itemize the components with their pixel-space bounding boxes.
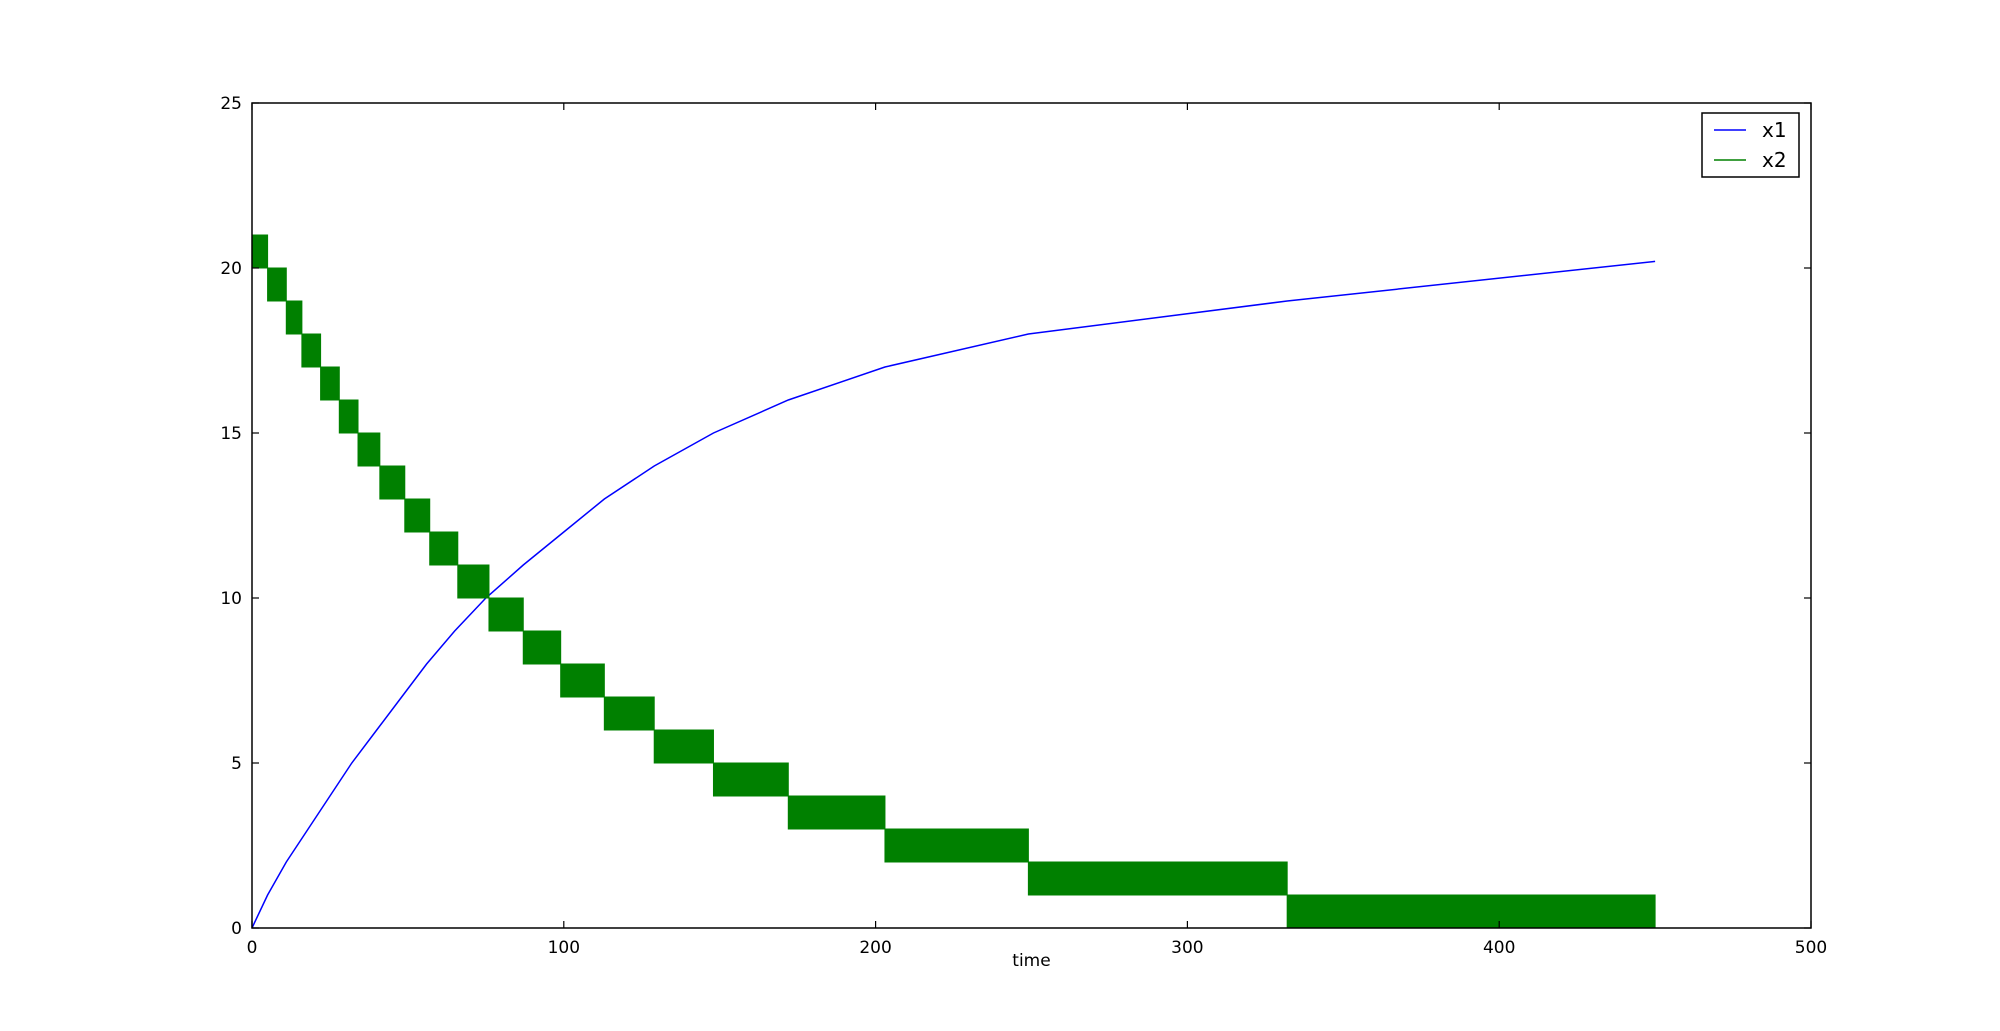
x2-step-segment [787,795,886,830]
x2-step-segment [603,696,655,731]
x2-step-segment [301,333,322,368]
x2-step-segment [488,597,524,632]
plot-frame [251,102,1812,929]
x2-step-segment [1286,894,1656,929]
y-tick-label: 5 [231,754,242,774]
x-tick-label: 100 [548,938,580,958]
x2-step-segment [429,531,459,566]
x2-step-segment [522,630,562,665]
ticks-layer: 0 100 200 300 400 500 0 5 10 15 20 25 [220,94,1827,958]
x-axis-label: time [1012,951,1050,971]
y-tick-label: 10 [220,589,242,609]
legend-label-x1: x1 [1762,118,1787,142]
x2-step-segment [653,729,714,764]
x-tick-label: 500 [1795,938,1827,958]
x2-step-segment [560,663,605,698]
x2-step-segment [457,564,490,599]
legend-label-x2: x2 [1762,148,1787,172]
x-tick-label: 300 [1171,938,1203,958]
x2-step-segment [320,366,340,401]
x2-step-segment [884,828,1029,863]
x2-step-segment [404,498,431,533]
y-tick-label: 25 [220,94,242,114]
x2-step-segment [1027,861,1288,896]
series-layer [251,234,1656,929]
x2-step-segment [379,465,406,500]
x-tick-label: 0 [247,938,258,958]
y-tick-label: 20 [220,259,242,279]
x-tick-label: 400 [1483,938,1515,958]
x2-step-segment [712,762,789,797]
x2-step-segment [285,300,303,335]
y-tick-label: 0 [231,919,242,939]
y-tick-label: 15 [220,424,242,444]
x2-step-segment [251,234,269,269]
x2-step-segment [338,399,359,434]
x2-step-segment [267,267,287,302]
x-tick-label: 200 [859,938,891,958]
legend-box [1701,112,1800,178]
x2-step-segment [357,432,381,467]
